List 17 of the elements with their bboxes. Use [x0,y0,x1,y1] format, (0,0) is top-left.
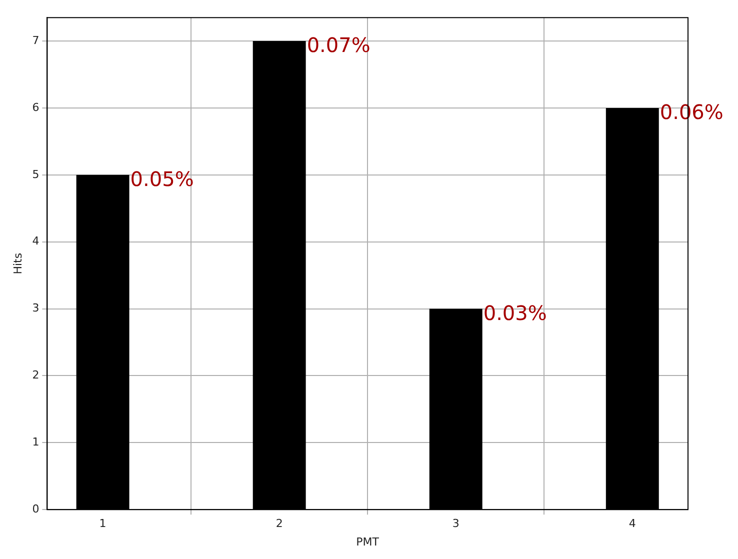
y-tick-label: 1 [32,436,40,449]
annotation: 0.05% [130,167,194,192]
y-tick-label: 7 [32,34,40,47]
y-tick-label: 5 [32,168,40,181]
y-tick-label: 3 [32,302,40,315]
x-axis-title: PMT [356,535,380,548]
y-tick-label: 0 [32,502,40,516]
x-tick-label: 1 [99,517,106,530]
annotation: 0.07% [306,33,370,58]
annotation: 0.03% [483,300,547,325]
x-tick-label: 3 [452,517,460,530]
y-tick-label: 2 [32,368,40,382]
y-axis-title: Hits [11,252,24,274]
x-tick-label: 2 [276,517,283,530]
y-tick-label: 4 [32,234,40,248]
x-tick-label: 4 [628,517,636,530]
y-tick-label: 6 [32,100,40,114]
